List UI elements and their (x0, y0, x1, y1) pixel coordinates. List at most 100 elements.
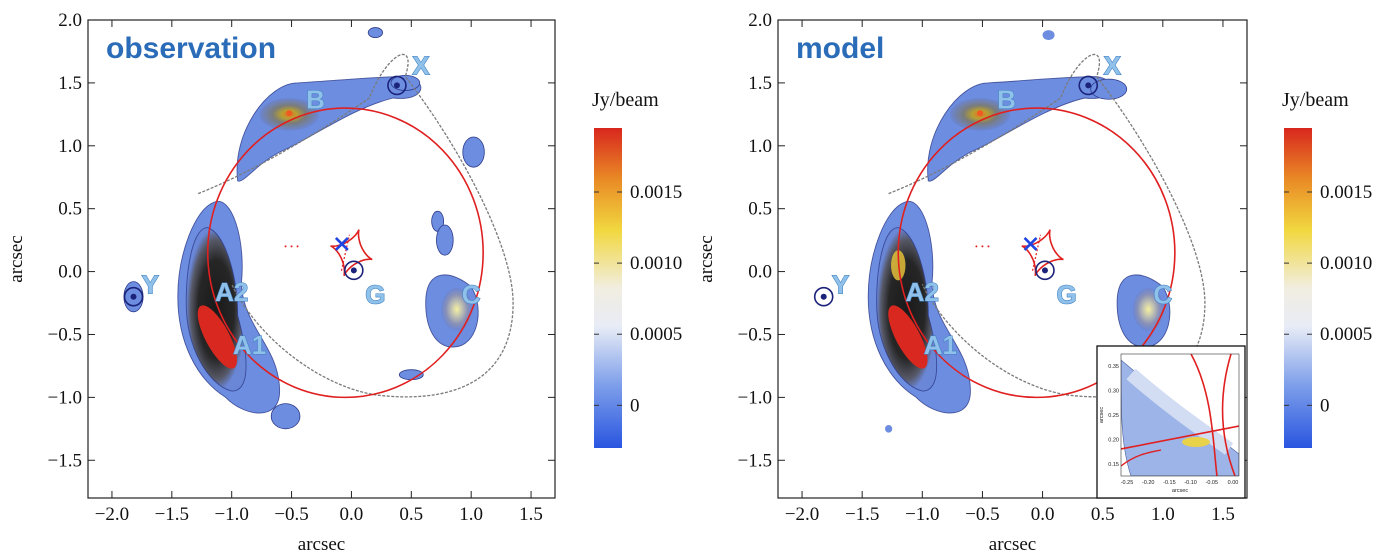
y-tick-label: −1.0 (738, 387, 772, 408)
x-tick-label: 1.0 (1151, 504, 1175, 525)
inset-y-tick-label: 0.15 (1108, 462, 1119, 468)
y-tick-label: 1.5 (58, 73, 82, 94)
noise-patch (1042, 30, 1055, 41)
caustic-dot (987, 245, 990, 248)
colorbar-tick-label: 0.0010 (1320, 253, 1372, 274)
y-tick-label: −0.5 (48, 324, 82, 345)
inset-x-tick-label: -0.20 (1142, 480, 1155, 486)
image-label-A1: A1 (233, 330, 266, 360)
colorbar-tick-label: 0.0015 (630, 182, 682, 203)
inset-x-tick-label: -0.10 (1184, 480, 1197, 486)
arc-b-envelope (236, 76, 422, 182)
inset-y-tick-label: 0.25 (1108, 413, 1119, 419)
y-tick-label: 2.0 (748, 10, 772, 31)
plot-area (813, 30, 1206, 433)
x-tick-label: 0.5 (1091, 504, 1115, 525)
marker-G (344, 260, 364, 281)
caustic-dot (290, 245, 293, 248)
marker-G (1035, 260, 1055, 281)
outer-caustic-curve (197, 53, 514, 398)
inset-x-tick-label: -0.15 (1163, 480, 1176, 486)
image-label-A1: A1 (924, 330, 957, 360)
x-tick-label: 1.0 (459, 504, 483, 525)
outer-caustic-curve (888, 53, 1206, 398)
y-axis-label: arcsec (6, 235, 27, 282)
y-tick-label: 1.5 (748, 73, 772, 94)
x-tick-label: 0.5 (399, 504, 423, 525)
y-tick-label: −1.5 (738, 450, 772, 471)
noise-patch (270, 403, 301, 430)
caustic-dot (296, 245, 299, 248)
image-label-G: G (365, 280, 385, 310)
inset-y-tick-label: 0.20 (1108, 438, 1119, 444)
colorbar-title: Jy/beam (1282, 89, 1349, 111)
inset-x-tick-label: 0.00 (1228, 480, 1239, 486)
y-tick-label: −0.5 (738, 324, 772, 345)
inset-caustic-line (1190, 354, 1218, 476)
colorbar-gradient (594, 128, 622, 448)
inset-x-axis-label: arcsec (1172, 488, 1188, 494)
image-label-Y: Y (142, 270, 159, 300)
inset-x-tick-label: -0.25 (1121, 480, 1134, 486)
image-label-B: B (306, 85, 325, 115)
marker-Y (123, 286, 144, 307)
y-axis-label: arcsec (696, 235, 717, 282)
colorbar-title: Jy/beam (592, 89, 659, 111)
image-label-A2: A2 (906, 277, 939, 307)
inset-y-tick-label: 0.35 (1108, 364, 1119, 370)
inset-emission-ridge (1126, 368, 1234, 455)
colorbar-tick-label: 0.0015 (1320, 182, 1372, 203)
noise-patch (462, 136, 485, 168)
arc-b-envelope (927, 76, 1113, 182)
x-tick-label: −2.0 (785, 504, 819, 525)
x-axis-label: arcsec (989, 534, 1036, 555)
image-x-emission (1090, 78, 1128, 100)
arc-b-peak (977, 110, 984, 117)
y-tick-label: 0.5 (58, 199, 82, 220)
noise-patch (885, 425, 893, 433)
y-tick-label: 0.5 (748, 199, 772, 220)
x-tick-label: 0.0 (1031, 504, 1055, 525)
inset-caustic-line (1221, 354, 1236, 476)
image-label-B: B (997, 85, 1016, 115)
caustic-dot (284, 245, 287, 248)
x-tick-label: −1.0 (905, 504, 939, 525)
plot-frame (777, 19, 1248, 499)
y-tick-label: 0.0 (748, 262, 772, 283)
y-tick-label: −1.5 (48, 450, 82, 471)
x-tick-label: 1.5 (519, 504, 543, 525)
x-axis-label: arcsec (298, 534, 345, 555)
colorbar-tick-label: 0.0005 (630, 324, 682, 345)
image-label-C: C (462, 280, 481, 310)
inset-peak (1182, 437, 1210, 447)
colorbar-tick-label: 0 (630, 395, 640, 416)
plot-frame (87, 19, 556, 499)
critical-curve (206, 107, 484, 399)
arc-a-saturated-core (197, 305, 237, 369)
image-label-C: C (1153, 280, 1172, 310)
noise-patch (367, 27, 383, 39)
y-tick-label: 1.0 (58, 136, 82, 157)
caustic-dot (975, 245, 978, 248)
x-tick-label: −1.5 (155, 504, 189, 525)
caustic-astroid (330, 229, 373, 277)
x-tick-label: −0.5 (274, 504, 308, 525)
arc-b-peak (286, 110, 293, 117)
zoom-inset: -0.25 -0.20 -0.15 -0.10 -0.05 0.00 0.35 0.30 0.2… (1096, 345, 1246, 499)
x-tick-label: −1.5 (845, 504, 879, 525)
image-label-G: G (1056, 280, 1076, 310)
critical-curve (897, 107, 1176, 399)
inset-y-tick-label: 0.30 (1108, 389, 1119, 395)
source-position-cross (1023, 236, 1038, 251)
y-tick-label: 1.0 (748, 136, 772, 157)
panel-title: observation (106, 32, 276, 65)
source-position-cross (334, 236, 349, 251)
marker-X (387, 75, 407, 96)
image-c-core (441, 287, 473, 331)
inset-caustic-line (1121, 449, 1162, 467)
image-label-Y: Y (832, 270, 849, 300)
y-tick-label: 2.0 (58, 10, 82, 31)
arc-a-saturated-core (888, 305, 928, 369)
x-tick-label: −2.0 (95, 504, 129, 525)
